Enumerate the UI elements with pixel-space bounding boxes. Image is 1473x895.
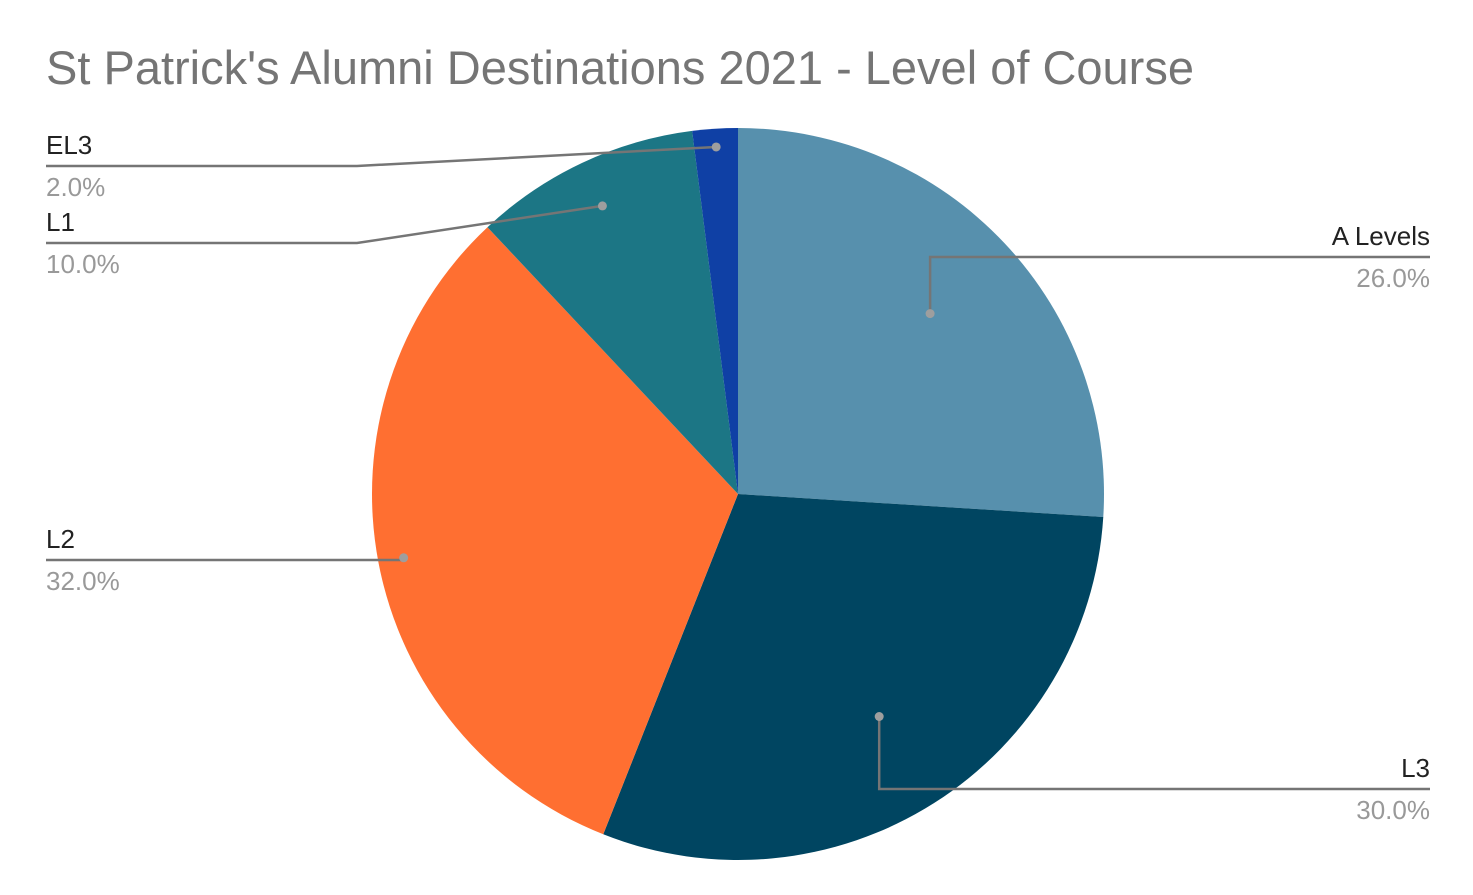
leader-line-l1	[46, 204, 603, 245]
slice-label-a-levels: A Levels	[1332, 221, 1430, 251]
leader-dot-l2	[399, 553, 409, 563]
chart-title: St Patrick's Alumni Destinations 2021 - …	[46, 41, 1194, 94]
leader-lines: A Levels 26.0% L3 30.0% L2 32.0% L1 10.0% EL3 2.0…	[46, 130, 1430, 825]
pie-slice-l2	[372, 227, 738, 835]
slice-percent-l1: 10.0%	[46, 249, 120, 279]
leader-dot-l3	[874, 711, 884, 721]
slice-label-l1: L1	[46, 207, 75, 237]
slice-percent-el3: 2.0%	[46, 172, 105, 202]
pie-slice-el3	[692, 128, 738, 494]
slice-percent-l2: 32.0%	[46, 566, 120, 596]
leader-line-l3	[877, 716, 1430, 791]
pie-slice-l1	[487, 130, 738, 494]
slice-label-l3: L3	[1401, 753, 1430, 783]
pie-slice-l3	[603, 494, 1104, 861]
leader-dot-a-levels	[925, 309, 935, 319]
slice-label-el3: EL3	[46, 130, 92, 160]
slice-percent-l3: 30.0%	[1356, 795, 1430, 825]
leader-line-a-levels	[928, 255, 1430, 314]
pie-slices	[372, 128, 1105, 861]
leader-line-el3	[46, 145, 717, 168]
leader-line-l2	[46, 557, 405, 562]
pie-slice-a-levels	[738, 128, 1105, 517]
slice-percent-a-levels: 26.0%	[1356, 263, 1430, 293]
leader-dot-l1	[597, 201, 607, 211]
slice-label-l2: L2	[46, 524, 75, 554]
leader-dot-el3	[711, 142, 721, 152]
